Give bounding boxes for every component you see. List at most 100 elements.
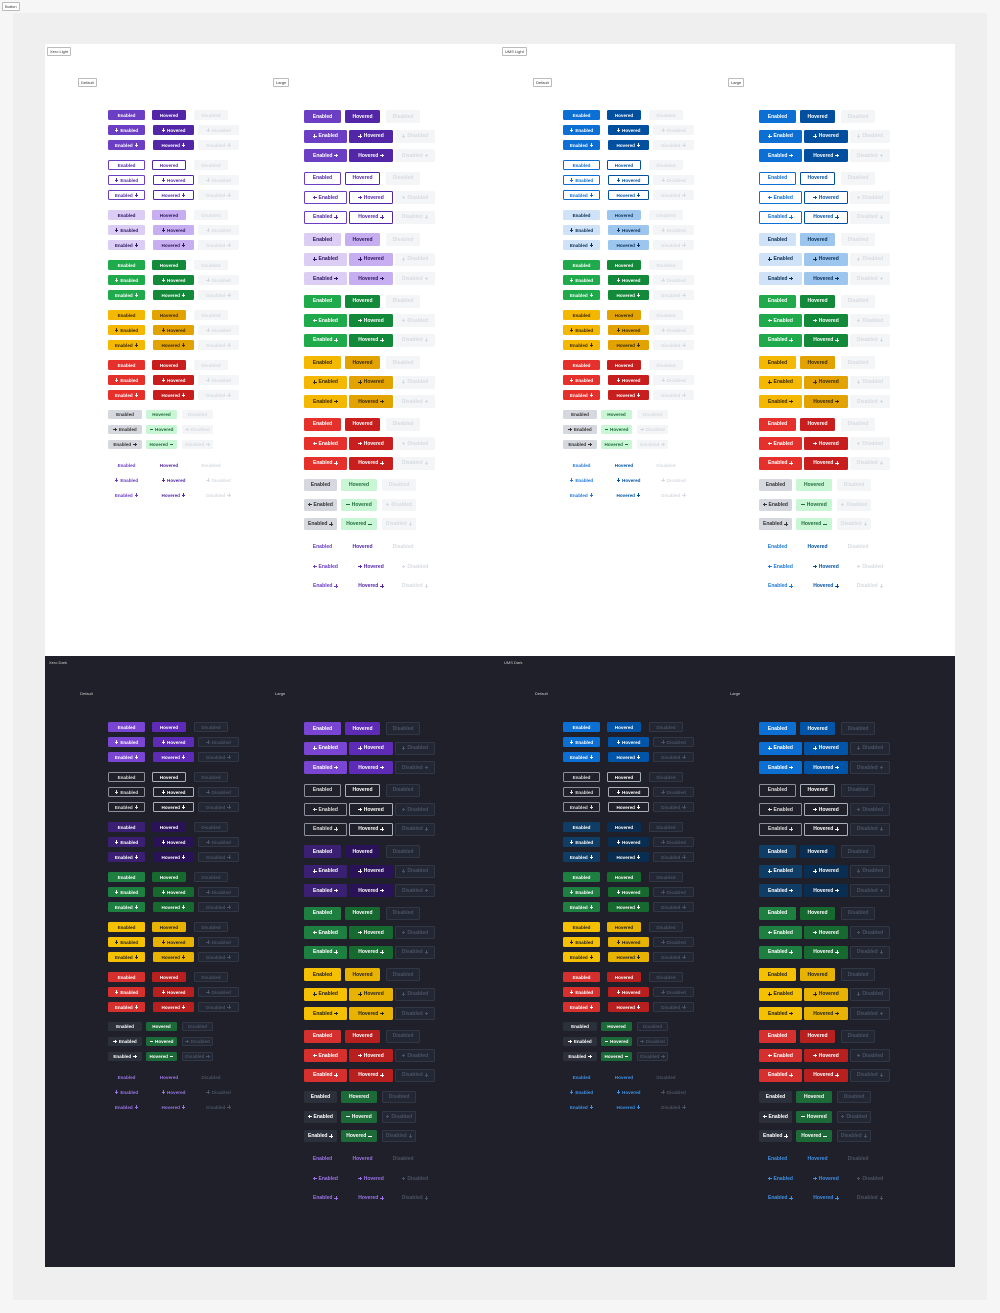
button-label: Enabled xyxy=(569,804,588,810)
button: Hovered xyxy=(153,937,194,947)
icon xyxy=(636,1005,641,1009)
icon xyxy=(206,478,210,482)
button: Enabled xyxy=(304,926,347,939)
button-label: Hovered xyxy=(813,337,834,343)
button: Enabled xyxy=(563,260,600,270)
button-label: Enabled xyxy=(767,1156,788,1162)
button: Disabled xyxy=(837,1110,871,1123)
button: Disabled xyxy=(194,310,228,320)
button-label: Enabled xyxy=(312,971,333,978)
button-label: Disabled xyxy=(862,317,884,324)
button-label: Enabled xyxy=(763,521,783,527)
button: Hovered xyxy=(800,356,835,369)
button-label: Hovered xyxy=(806,501,827,508)
button-label: Disabled xyxy=(862,563,884,570)
icon xyxy=(589,805,594,809)
icon xyxy=(114,128,119,132)
button: Enabled xyxy=(108,872,145,882)
icon xyxy=(181,393,186,397)
icon xyxy=(134,493,139,497)
button-label: Disabled xyxy=(392,1033,414,1039)
button-label: Enabled xyxy=(117,1074,136,1080)
button-label: Hovered xyxy=(358,887,379,894)
icon xyxy=(813,930,817,935)
icon xyxy=(569,278,574,282)
button-label: Hovered xyxy=(818,868,839,874)
button: Disabled xyxy=(198,1087,239,1097)
button-label: Disabled xyxy=(401,214,423,220)
button: Disabled xyxy=(653,1102,694,1112)
button-label: Disabled xyxy=(401,1010,423,1017)
button: Disabled xyxy=(850,272,890,285)
button-label: Disabled xyxy=(847,971,869,978)
button: Hovered xyxy=(804,314,848,327)
button: Hovered xyxy=(804,560,848,573)
button-label: Enabled xyxy=(767,1033,788,1039)
button: Hovered xyxy=(601,425,632,434)
button: Disabled xyxy=(395,149,435,162)
button-label: Hovered xyxy=(363,563,384,570)
icon xyxy=(185,1039,189,1044)
icon xyxy=(206,228,210,232)
button-label: Hovered xyxy=(818,1052,839,1059)
icon xyxy=(334,338,338,342)
button-label: Enabled xyxy=(120,127,139,133)
button-label: Disabled xyxy=(206,854,226,860)
button: Disabled xyxy=(841,171,875,185)
button-label: Hovered xyxy=(363,868,384,874)
icon xyxy=(636,855,641,859)
button-label: Disabled xyxy=(847,175,869,181)
button-label: Disabled xyxy=(661,392,681,398)
button: Disabled xyxy=(198,937,239,947)
button: Hovered xyxy=(607,722,641,732)
button: Enabled xyxy=(563,290,600,300)
icon xyxy=(589,755,594,759)
button-label: Disabled xyxy=(661,804,681,810)
button-label: Hovered xyxy=(358,1072,379,1078)
button-label: Disabled xyxy=(666,277,686,283)
button-label: Enabled xyxy=(773,317,793,324)
button: Enabled xyxy=(304,171,341,185)
icon xyxy=(568,427,572,432)
icon xyxy=(569,840,574,844)
button: Hovered xyxy=(804,580,848,593)
button: Enabled xyxy=(304,560,347,573)
icon xyxy=(569,940,574,944)
button: Hovered xyxy=(607,972,641,982)
button: Disabled xyxy=(198,240,239,250)
button-label: Enabled xyxy=(773,440,793,447)
button-label: Hovered xyxy=(622,839,641,845)
button: Enabled xyxy=(759,741,802,755)
icon xyxy=(763,502,767,507)
button-label: Enabled xyxy=(318,929,338,936)
button-label: Disabled xyxy=(856,214,878,220)
button-label: Enabled xyxy=(318,991,338,997)
button: Disabled xyxy=(850,375,890,389)
button: Enabled xyxy=(759,498,792,511)
button: Hovered xyxy=(345,1029,380,1043)
button-label: Enabled xyxy=(118,427,137,432)
button-label: Hovered xyxy=(167,989,186,995)
button: Disabled xyxy=(649,772,683,782)
icon xyxy=(835,215,839,219)
button-label: Disabled xyxy=(656,462,676,468)
button: Enabled xyxy=(759,1192,802,1205)
button: Hovered xyxy=(607,210,641,220)
button-label: Disabled xyxy=(211,989,231,995)
button: Enabled xyxy=(563,852,600,862)
button: Disabled xyxy=(637,1037,668,1046)
button-label: Disabled xyxy=(392,113,414,120)
icon xyxy=(181,805,186,809)
button-label: Enabled xyxy=(767,544,788,550)
button-label: Disabled xyxy=(407,563,429,570)
button-label: Enabled xyxy=(313,275,333,282)
button-label: Hovered xyxy=(161,242,180,248)
button: Hovered xyxy=(607,460,641,470)
button: Enabled xyxy=(563,110,600,120)
size-label: Large xyxy=(273,78,290,87)
button: Enabled xyxy=(563,902,600,912)
icon xyxy=(358,992,362,996)
button: Disabled xyxy=(649,210,683,220)
button: Hovered xyxy=(608,837,649,847)
button: Enabled xyxy=(108,410,142,419)
